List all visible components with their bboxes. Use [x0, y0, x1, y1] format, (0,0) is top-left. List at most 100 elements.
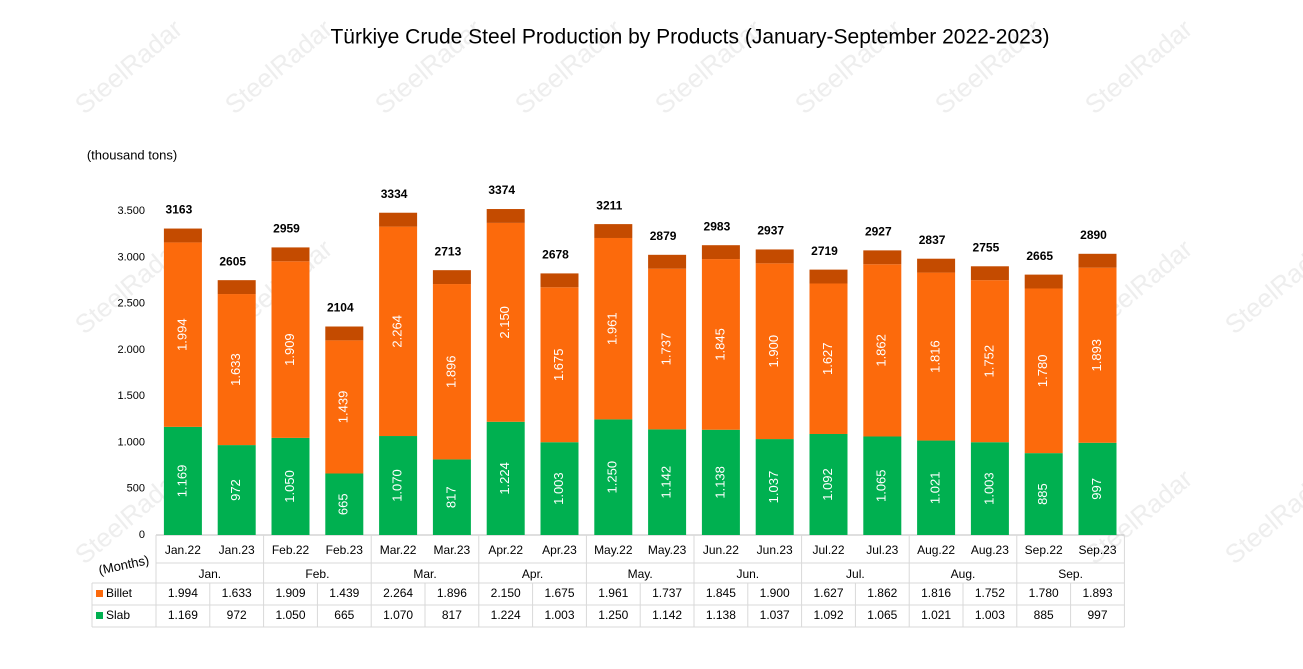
- y-tick-label: 1.500: [117, 390, 145, 402]
- table-cell: 2.150: [491, 586, 521, 600]
- table-cell: 1.050: [275, 608, 305, 622]
- y-tick-label: 3.500: [117, 205, 145, 217]
- total-label: 2605: [219, 254, 246, 268]
- table-cell: 1.092: [813, 608, 843, 622]
- bar-segment: [217, 280, 256, 295]
- x-tick-label: May.22: [594, 543, 633, 557]
- x-tick-label: Feb.22: [272, 543, 310, 557]
- table-cell: 1.250: [598, 608, 628, 622]
- bar-segment: [1078, 442, 1117, 535]
- value-label: 1.439: [336, 391, 351, 424]
- bar-segment: [1024, 453, 1063, 535]
- watermark: SteelRadar: [1219, 233, 1303, 340]
- table-cell: 1.862: [867, 586, 897, 600]
- x-axis-label: (Months): [97, 552, 150, 577]
- group-label: Mar.: [413, 567, 436, 581]
- x-tick-label: Jun.23: [757, 543, 793, 557]
- table-cell: 665: [334, 608, 354, 622]
- bar-segment: [863, 264, 902, 437]
- table-cell: 1.142: [652, 608, 682, 622]
- total-label: 3374: [488, 183, 515, 197]
- value-label: 1.037: [766, 471, 781, 504]
- bar-segment: [163, 242, 202, 427]
- bar-segment: [701, 245, 740, 260]
- y-tick-label: 1.000: [117, 436, 145, 448]
- bar-segment: [648, 268, 687, 430]
- table-cell: 1.845: [706, 586, 736, 600]
- x-tick-label: Jun.22: [703, 543, 739, 557]
- table-cell: 1.021: [921, 608, 951, 622]
- bar-segment: [917, 272, 956, 441]
- y-tick-label: 0: [139, 529, 145, 541]
- table-cell: 1.909: [275, 586, 305, 600]
- group-label: Sep.: [1058, 567, 1083, 581]
- bar-segment: [809, 269, 848, 284]
- table-cell: 1.961: [598, 586, 628, 600]
- value-label: 885: [1035, 483, 1050, 505]
- x-tick-label: Jan.22: [165, 543, 201, 557]
- bar-segment: [540, 442, 579, 535]
- table-cell: 1.169: [168, 608, 198, 622]
- bar-segment: [863, 436, 902, 535]
- total-label: 2665: [1026, 249, 1053, 263]
- bar-segment: [701, 429, 740, 535]
- value-label: 1.752: [981, 345, 996, 378]
- bar-segment: [217, 294, 256, 446]
- table-cell: 1.893: [1082, 586, 1112, 600]
- value-label: 665: [336, 493, 351, 515]
- value-label: 997: [1089, 478, 1104, 500]
- value-label: 1.909: [282, 333, 297, 366]
- group-label: Jun.: [736, 567, 759, 581]
- table-cell: 885: [1034, 608, 1054, 622]
- value-label: 1.224: [497, 462, 512, 495]
- table-cell: 972: [227, 608, 247, 622]
- bar-segment: [755, 263, 794, 440]
- value-label: 1.250: [605, 461, 620, 494]
- bar-segment: [970, 280, 1009, 443]
- table-cell: 1.780: [1029, 586, 1059, 600]
- watermark: SteelRadar: [1219, 463, 1303, 570]
- table-cell: 1.065: [867, 608, 897, 622]
- total-label: 3211: [596, 198, 622, 212]
- value-label: 1.845: [712, 328, 727, 361]
- total-label: 2755: [973, 240, 1000, 254]
- bar-segment: [648, 254, 687, 269]
- value-label: 1.961: [605, 312, 620, 345]
- bar-segment: [271, 261, 310, 438]
- value-label: 1.021: [928, 472, 943, 505]
- bar-segment: [917, 258, 956, 273]
- table-cell: 1.900: [760, 586, 790, 600]
- bar-segment: [701, 259, 740, 430]
- bar-segment: [163, 228, 202, 243]
- bar-segment: [379, 226, 418, 437]
- value-label: 1.737: [659, 333, 674, 366]
- bar-segment: [594, 224, 633, 238]
- bar-segment: [486, 222, 525, 422]
- bar-segment: [325, 326, 364, 341]
- value-label: 1.900: [766, 335, 781, 368]
- total-label: 2837: [919, 233, 946, 247]
- bar-segment: [809, 433, 848, 535]
- bar-segment: [863, 250, 902, 265]
- bar-segment: [432, 459, 471, 535]
- value-label: 817: [443, 486, 458, 508]
- x-tick-label: Apr.22: [488, 543, 523, 557]
- group-label: May.: [628, 567, 653, 581]
- bar-segment: [432, 284, 471, 460]
- bar-segment: [540, 287, 579, 443]
- table-cell: 1.627: [813, 586, 843, 600]
- table-cell: 1.003: [975, 608, 1005, 622]
- value-label: 1.816: [928, 340, 943, 373]
- value-label: 1.138: [712, 466, 727, 499]
- x-tick-label: Sep.22: [1025, 543, 1063, 557]
- legend-swatch: [96, 612, 103, 619]
- bar-segment: [970, 442, 1009, 535]
- total-label: 2678: [542, 248, 569, 262]
- table-cell: 1.224: [491, 608, 521, 622]
- table-cell: 1.633: [222, 586, 252, 600]
- total-label: 2937: [757, 224, 784, 238]
- bar-segment: [379, 212, 418, 227]
- bar-segment: [755, 249, 794, 264]
- group-label: Aug.: [951, 567, 976, 581]
